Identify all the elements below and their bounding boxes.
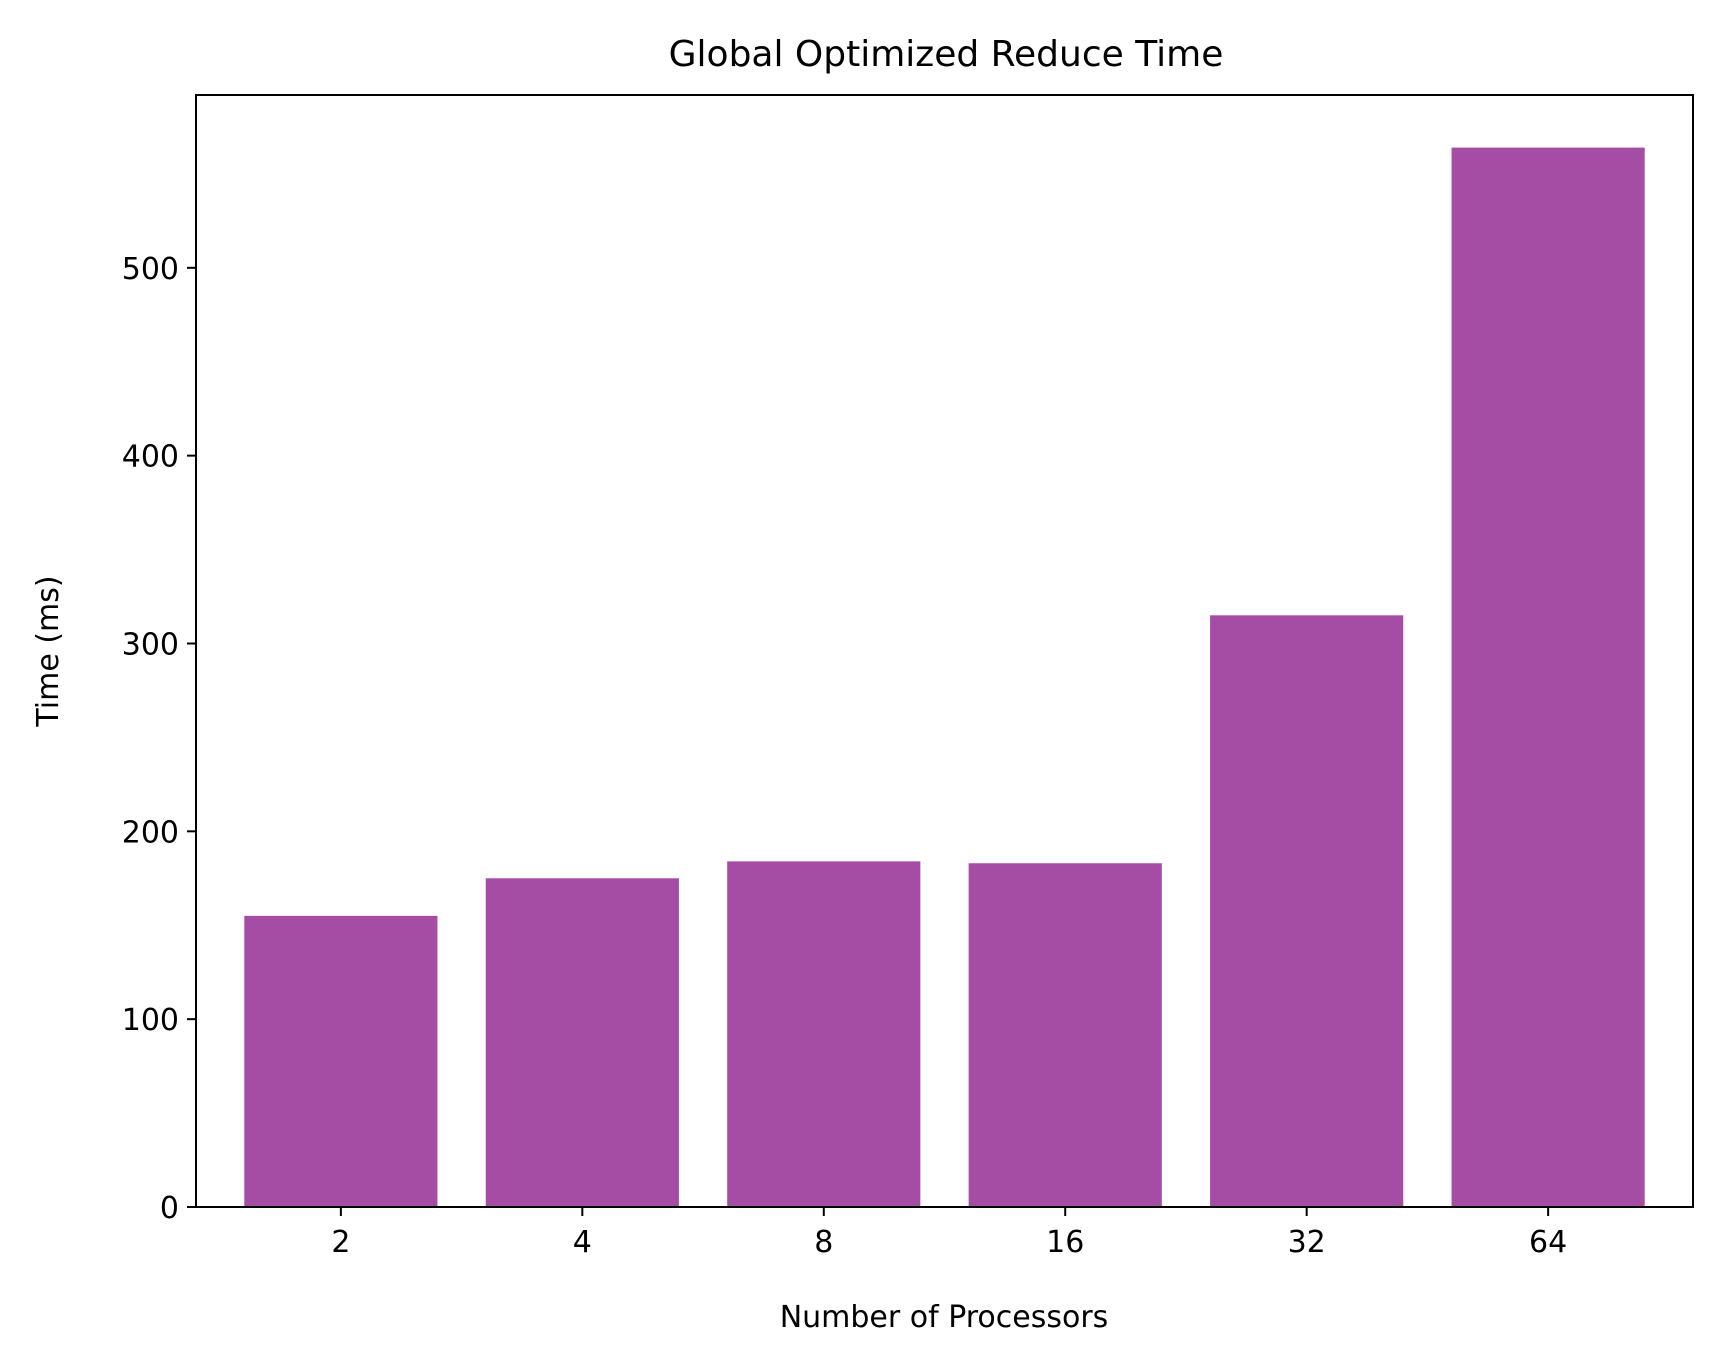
bar-32 <box>1210 615 1404 1207</box>
chart-title: Global Optimized Reduce Time <box>669 34 1224 75</box>
x-tick-label: 16 <box>1046 1225 1084 1260</box>
y-tick-label: 500 <box>122 252 179 287</box>
bar-8 <box>727 861 921 1207</box>
y-tick-label: 300 <box>122 627 179 662</box>
y-axis-ticks: 0 100 200 300 400 500 <box>122 252 196 1226</box>
bar-4 <box>485 878 679 1207</box>
plot-area-frame <box>195 94 1694 1208</box>
x-tick-label: 8 <box>814 1225 833 1260</box>
bars-layer <box>244 147 1645 1207</box>
x-tick-label: 4 <box>573 1225 592 1260</box>
y-axis-label: Time (ms) <box>31 575 66 727</box>
x-tick-label: 64 <box>1529 1225 1567 1260</box>
y-tick-label: 400 <box>122 440 179 475</box>
y-tick-label: 200 <box>122 815 179 850</box>
x-axis-ticks: 2 4 8 16 32 64 <box>331 1207 1567 1260</box>
bar-16 <box>968 863 1162 1207</box>
x-tick-label: 32 <box>1288 1225 1326 1260</box>
bar-64 <box>1451 147 1645 1207</box>
bar-2 <box>244 915 438 1207</box>
y-tick-label: 100 <box>122 1003 179 1038</box>
x-axis-label: Number of Processors <box>780 1300 1109 1335</box>
x-tick-label: 2 <box>331 1225 350 1260</box>
y-tick-label: 0 <box>160 1191 179 1226</box>
